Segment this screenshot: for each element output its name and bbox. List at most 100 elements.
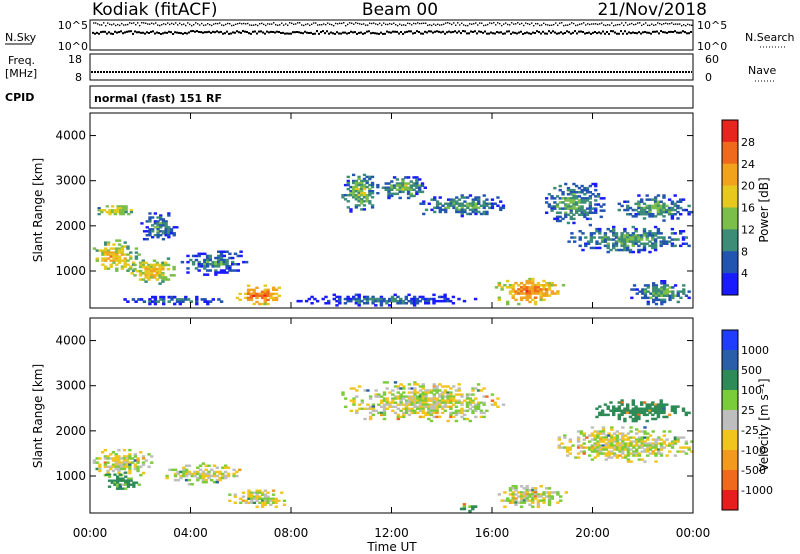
nsearch-point [399,23,401,25]
heatmap-cell [374,297,378,301]
heatmap-cell [158,274,162,277]
heatmap-cell [623,446,628,449]
heatmap-cell [159,226,163,229]
heatmap-cell [161,265,165,269]
heatmap-cell [115,257,119,260]
nsearch-point [515,23,517,25]
nsky-point [412,32,414,35]
heatmap-cell [580,201,584,204]
heatmap-cell [643,288,648,291]
heatmap-cell [479,389,484,392]
heatmap-cell [433,210,437,214]
heatmap-cell [668,430,672,433]
heatmap-cell [656,403,661,406]
heatmap-cell [566,188,571,192]
heatmap-cell [432,399,436,402]
nsky-point [440,31,442,34]
heatmap-cell [368,200,372,203]
heatmap-cell [522,491,527,494]
heatmap-cell [133,267,137,271]
heatmap-cell [363,295,367,299]
heatmap-cell [101,259,105,262]
heatmap-cell [603,232,608,235]
heatmap-cell [122,455,127,458]
heatmap-cell [607,442,611,445]
heatmap-cell [566,197,571,200]
heatmap-cell [415,180,419,183]
heatmap-cell [555,217,560,221]
heatmap-cell [514,501,518,504]
heatmap-cell [106,241,111,244]
heatmap-cell [282,499,287,502]
heatmap-cell [690,210,694,214]
heatmap-cell [681,450,686,453]
heatmap-cell [385,399,389,402]
heatmap-cell [252,292,256,296]
heatmap-cell [488,206,492,210]
heatmap-cell [368,175,372,179]
heatmap-cell [676,290,680,293]
heatmap-cell [667,198,672,201]
heatmap-cell [631,232,635,235]
heatmap-cell [427,409,431,412]
heatmap-cell [212,464,217,467]
heatmap-cell [416,399,420,402]
heatmap-cell [660,288,664,291]
heatmap-cell [555,215,560,219]
heatmap-cell [511,487,515,490]
heatmap-cell [225,250,229,253]
heatmap-cell [542,286,546,289]
heatmap-cell [626,452,631,455]
heatmap-cell [121,209,126,212]
heatmap-cell [676,238,680,241]
heatmap-cell [141,259,145,262]
nsky-point [302,32,304,35]
heatmap-cell [169,274,173,277]
heatmap-cell [637,411,641,415]
heatmap-cell [596,452,600,455]
heatmap-cell [424,208,429,212]
heatmap-cell [109,465,113,469]
nsky-point [570,32,572,35]
heatmap-cell [365,200,369,203]
heatmap-cell [95,249,99,252]
heatmap-cell [572,191,576,194]
nsky-point [352,31,354,34]
heatmap-cell [390,186,394,189]
heatmap-cell [368,415,373,419]
heatmap-cell [582,432,586,435]
heatmap-cell [610,450,614,453]
heatmap-cell [432,387,436,390]
heatmap-cell [113,473,117,476]
nsky-point [442,30,444,33]
heatmap-cell [553,205,557,208]
heatmap-cell [109,453,113,456]
heatmap-cell [659,409,663,412]
heatmap-cell [250,497,254,500]
heatmap-cell [607,438,611,441]
heatmap-cell [676,292,680,295]
heatmap-cell [631,242,635,245]
heatmap-cell [687,210,691,214]
heatmap-cell [684,446,689,449]
heatmap-cell [460,401,464,404]
heatmap-cell [577,195,582,198]
heatmap-cell [648,409,652,412]
heatmap-cell [121,487,125,490]
heatmap-cell [432,409,436,412]
nsearch-point [357,22,359,25]
nsearch-point [573,22,575,25]
heatmap-cell [139,465,143,469]
heatmap-cell [653,225,658,229]
heatmap-cell [460,214,464,218]
heatmap-cell [640,407,644,410]
heatmap-cell [511,491,515,494]
heatmap-cell [462,503,467,506]
heatmap-cell [452,204,456,207]
nsearch-point [121,22,123,25]
heatmap-cell [575,184,579,188]
heatmap-cell [663,288,667,291]
heatmap-cell [656,409,661,412]
heatmap-cell [653,403,658,406]
heatmap-cell [418,295,422,299]
